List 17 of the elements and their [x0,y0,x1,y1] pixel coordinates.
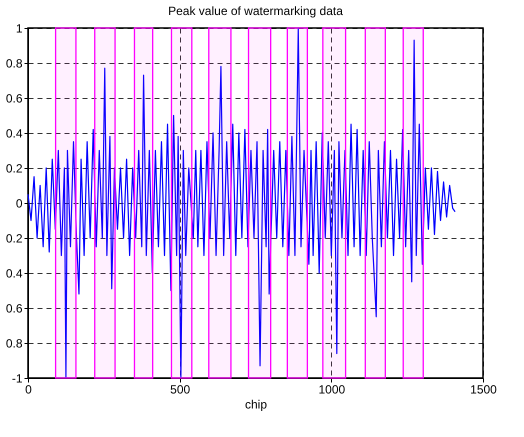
y-tick-label: 1 [16,22,23,36]
y-tick-label: 0.4 [6,266,23,280]
y-tick-label: 0 [16,196,23,210]
x-tick-label: 1500 [470,382,498,396]
y-tick-label: 0.2 [6,162,23,176]
y-tick-label: 0.2 [6,232,23,246]
chart-title: Peak value of watermarking data [168,4,344,18]
x-tick-label: 500 [170,382,190,396]
x-axis-title: chip [244,398,268,412]
y-tick-label: -1 [12,372,23,386]
y-tick-label: 0.6 [6,302,23,316]
y-tick-label: 0.4 [6,126,23,140]
x-tick-label: 1000 [318,382,346,396]
y-tick-label: 0.8 [6,336,23,350]
y-tick-label: 0.6 [6,92,23,106]
x-tick-label: 0 [25,382,32,396]
y-tick-label: 0.8 [6,56,23,70]
